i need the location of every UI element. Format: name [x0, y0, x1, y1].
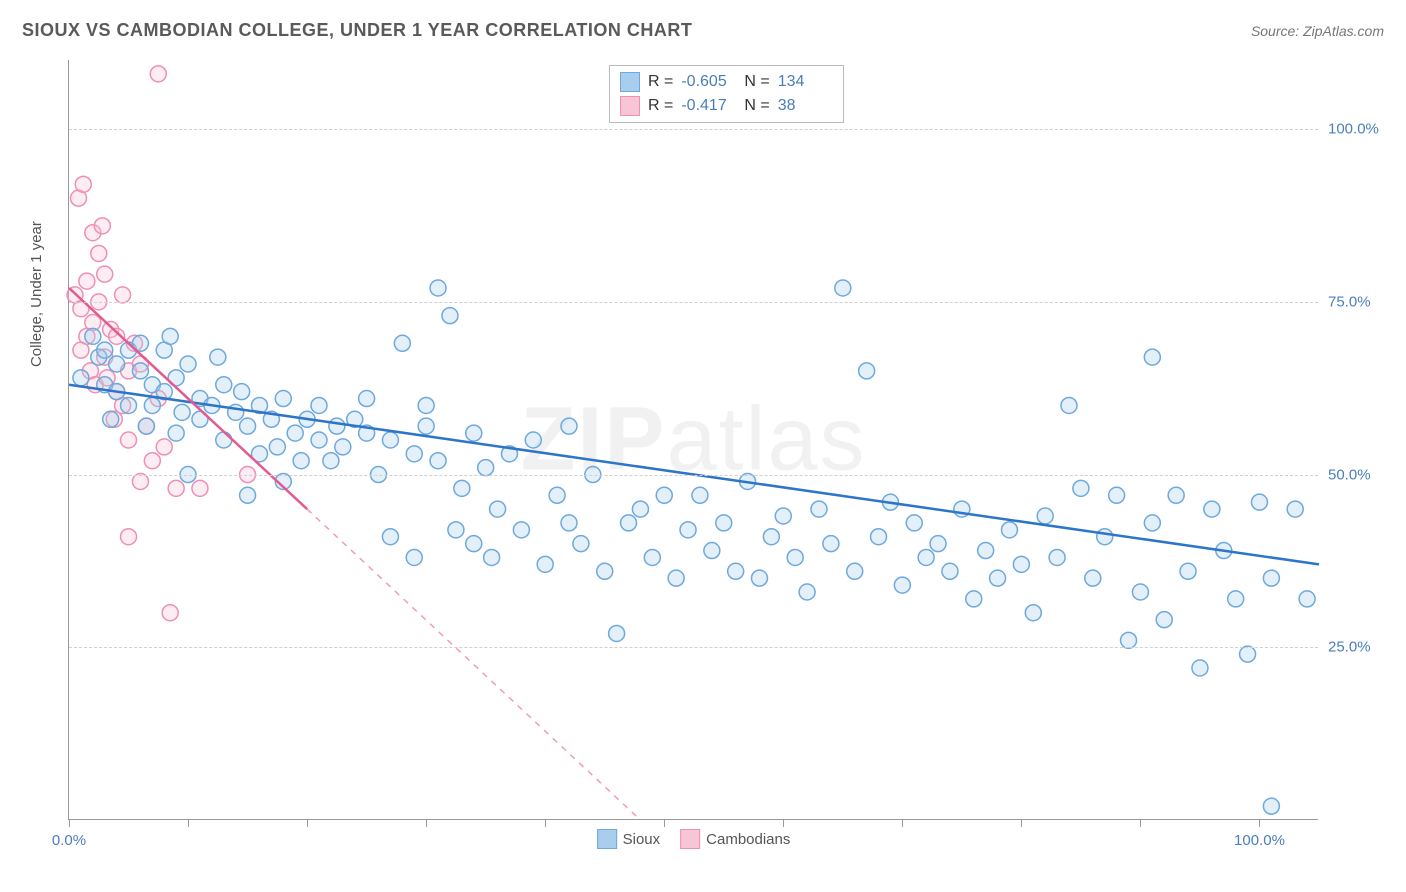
- r-value-cambodians: -0.417: [681, 97, 736, 115]
- r-value-sioux: -0.605: [681, 73, 736, 91]
- y-axis-label: College, Under 1 year: [28, 221, 45, 367]
- stats-row-sioux: R = -0.605 N = 134: [620, 70, 833, 94]
- swatch-cambodians: [620, 96, 640, 116]
- ytick-label: 50.0%: [1328, 466, 1388, 483]
- xtick-label: 100.0%: [1234, 832, 1285, 849]
- n-label: N =: [744, 73, 769, 91]
- xtick: [1259, 819, 1260, 827]
- stats-row-cambodians: R = -0.417 N = 38: [620, 94, 833, 118]
- n-value-cambodians: 38: [778, 97, 833, 115]
- gridline: [69, 647, 1318, 648]
- legend-item-cambodians: Cambodians: [680, 829, 790, 849]
- swatch-sioux: [620, 72, 640, 92]
- gridline: [69, 475, 1318, 476]
- n-value-sioux: 134: [778, 73, 833, 91]
- swatch-sioux: [597, 829, 617, 849]
- xtick: [1140, 819, 1141, 827]
- ytick-label: 25.0%: [1328, 639, 1388, 656]
- gridline: [69, 129, 1318, 130]
- chart-title: SIOUX VS CAMBODIAN COLLEGE, UNDER 1 YEAR…: [22, 20, 692, 41]
- n-label: N =: [744, 97, 769, 115]
- xtick: [783, 819, 784, 827]
- chart-plot-area: ZIPatlas R = -0.605 N = 134 R = -0.417 N…: [68, 60, 1318, 820]
- xtick: [69, 819, 70, 827]
- ytick-label: 75.0%: [1328, 293, 1388, 310]
- series-legend: Sioux Cambodians: [597, 829, 791, 849]
- legend-label-cambodians: Cambodians: [706, 831, 790, 848]
- xtick: [902, 819, 903, 827]
- legend-label-sioux: Sioux: [623, 831, 661, 848]
- xtick: [664, 819, 665, 827]
- xtick: [1021, 819, 1022, 827]
- swatch-cambodians: [680, 829, 700, 849]
- ytick-label: 100.0%: [1328, 121, 1388, 138]
- xtick: [188, 819, 189, 827]
- r-label: R =: [648, 97, 673, 115]
- xtick: [426, 819, 427, 827]
- legend-item-sioux: Sioux: [597, 829, 661, 849]
- scatter-plot-svg: [69, 60, 1318, 819]
- xtick: [545, 819, 546, 827]
- r-label: R =: [648, 73, 673, 91]
- xtick-label: 0.0%: [52, 832, 86, 849]
- source-attribution: Source: ZipAtlas.com: [1251, 23, 1384, 39]
- correlation-stats-legend: R = -0.605 N = 134 R = -0.417 N = 38: [609, 65, 844, 123]
- gridline: [69, 302, 1318, 303]
- chart-header: SIOUX VS CAMBODIAN COLLEGE, UNDER 1 YEAR…: [22, 20, 1384, 41]
- xtick: [307, 819, 308, 827]
